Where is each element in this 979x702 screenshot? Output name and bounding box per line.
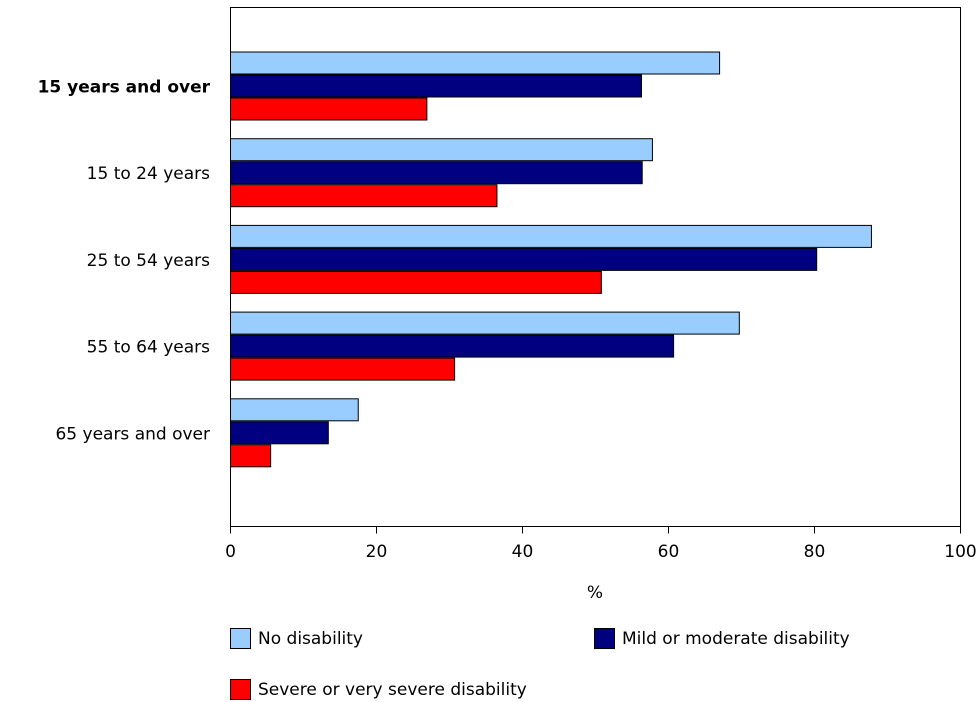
- category-label: 65 years and over: [55, 424, 210, 444]
- bar-1-2: [230, 184, 498, 208]
- legend-label: No disability: [258, 629, 363, 649]
- x-tick-label: 80: [804, 542, 826, 562]
- category-label: 15 years and over: [38, 78, 211, 98]
- bar-4-0: [230, 398, 359, 422]
- bar-2-0: [230, 224, 872, 248]
- bar-2-1: [230, 247, 818, 271]
- bar-4-2: [230, 444, 272, 468]
- bar-3-0: [230, 311, 740, 335]
- x-axis-label: %: [587, 583, 603, 603]
- x-tick-label: 60: [658, 542, 680, 562]
- x-tick-label: 0: [225, 542, 236, 562]
- legend-swatch: [594, 628, 615, 649]
- bar-3-1: [230, 334, 675, 358]
- legend-swatch: [230, 679, 251, 700]
- category-label: 15 to 24 years: [87, 164, 210, 184]
- x-axis-ticks: 0 20 40 60 80 100: [225, 526, 977, 562]
- legend-label: Severe or very severe disability: [258, 680, 527, 700]
- bar-0-2: [230, 97, 428, 121]
- bar-1-0: [230, 138, 653, 162]
- category-label: 25 to 54 years: [87, 251, 210, 271]
- bar-0-0: [230, 51, 721, 75]
- bar-2-2: [230, 270, 602, 294]
- legend-label: Mild or moderate disability: [622, 629, 850, 649]
- x-tick-label: 20: [366, 542, 388, 562]
- bar-3-2: [230, 357, 456, 381]
- bars-layer: [230, 51, 872, 468]
- bar-4-1: [230, 421, 329, 445]
- x-tick-label: 100: [944, 542, 976, 562]
- bar-1-1: [230, 161, 643, 185]
- legend: No disability Mild or moderate disability…: [230, 628, 850, 700]
- category-label: 55 to 64 years: [87, 338, 210, 358]
- legend-swatch: [230, 628, 251, 649]
- bar-0-1: [230, 74, 642, 98]
- x-tick-label: 40: [512, 542, 534, 562]
- category-labels: 15 years and over 15 to 24 years 25 to 54 …: [38, 78, 211, 445]
